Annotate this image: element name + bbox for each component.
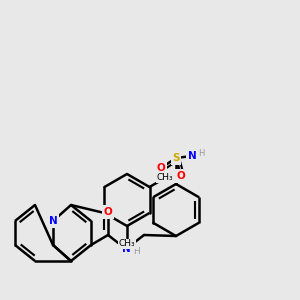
Text: CH₃: CH₃ bbox=[119, 239, 135, 248]
Text: N: N bbox=[188, 151, 196, 161]
Text: O: O bbox=[157, 163, 165, 173]
Text: O: O bbox=[103, 207, 112, 217]
Text: H: H bbox=[133, 248, 140, 256]
Text: CH₃: CH₃ bbox=[157, 173, 173, 182]
Text: O: O bbox=[177, 171, 185, 181]
Text: N: N bbox=[49, 216, 57, 226]
Text: N: N bbox=[122, 244, 130, 254]
Text: S: S bbox=[172, 153, 180, 163]
Text: H: H bbox=[198, 149, 204, 158]
